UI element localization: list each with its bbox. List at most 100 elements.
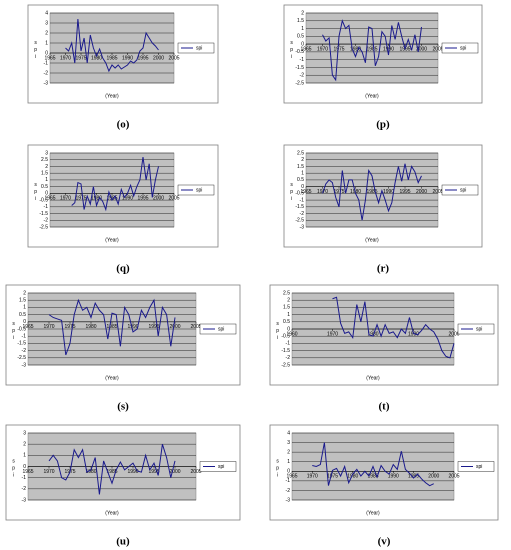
x-axis-label: (Year) (366, 375, 380, 381)
x-tick-label: 2005 (168, 55, 179, 61)
x-tick-label: 1970 (317, 46, 328, 52)
y-tick-label: -1 (300, 57, 305, 63)
x-tick-label: 2005 (432, 189, 443, 195)
x-tick-label: 1985 (106, 469, 117, 475)
x-axis-label: (Year) (105, 375, 119, 381)
y-tick-label: -2.5 (281, 362, 290, 368)
y-tick-label: -1 (44, 60, 49, 66)
legend-box (441, 42, 479, 54)
x-tick-label: 1980 (350, 46, 361, 52)
legend-label: spi (196, 187, 202, 193)
y-tick-label: 3 (23, 430, 26, 436)
x-tick-label: 1980 (91, 55, 102, 61)
y-axis-label: spi (33, 40, 39, 61)
y-tick-label: 1 (23, 305, 26, 311)
x-tick-label: 1990 (122, 55, 133, 61)
data-line (332, 296, 455, 359)
y-tick-label: 1 (301, 171, 304, 177)
panel-label: (s) (117, 401, 129, 413)
y-tick-label: -1 (44, 204, 49, 210)
y-tick-label: 0.5 (297, 177, 304, 183)
x-tick-label: 1995 (408, 474, 419, 480)
y-tick-label: 0.5 (41, 184, 48, 190)
y-tick-label: 2 (301, 10, 304, 16)
x-tick-label: 1960 (286, 331, 297, 337)
y-tick-label: -2 (22, 348, 27, 354)
y-tick-label: 1.5 (19, 298, 26, 304)
data-line (322, 163, 422, 221)
y-tick-label: -3 (22, 497, 27, 503)
x-axis-label: (Year) (365, 93, 379, 99)
x-tick-label: 1965 (22, 324, 33, 330)
y-tick-label: 0 (45, 191, 48, 197)
x-tick-label: 1980 (91, 196, 102, 202)
legend-box (177, 42, 215, 54)
x-tick-label: 1965 (286, 474, 297, 480)
x-tick-label: 1985 (366, 189, 377, 195)
y-tick-label: 2 (45, 30, 48, 36)
y-tick-label: 1 (287, 312, 290, 318)
y-tick-label: 0.5 (19, 312, 26, 318)
x-tick-label: 1970 (327, 331, 338, 337)
x-tick-label: 1995 (148, 469, 159, 475)
y-tick-label: 1.5 (41, 171, 48, 177)
legend-box (199, 461, 237, 472)
y-tick-label: -1.5 (39, 211, 48, 217)
data-line (65, 18, 159, 73)
y-tick-label: 2 (23, 290, 26, 296)
x-tick-label: 2000 (169, 469, 180, 475)
x-tick-label: 1965 (300, 189, 311, 195)
y-tick-label: -2.5 (295, 80, 304, 86)
x-tick-label: 1985 (367, 474, 378, 480)
plot-area (49, 152, 175, 228)
legend-box (177, 184, 215, 196)
y-tick-label: -2 (286, 488, 291, 494)
plot-area (49, 12, 175, 84)
y-tick-label: 0 (287, 469, 290, 475)
y-tick-label: -1.5 (295, 204, 304, 210)
y-axis-label: spi (33, 182, 39, 203)
y-tick-label: 2 (23, 441, 26, 447)
x-tick-label: 1975 (333, 46, 344, 52)
legend-box (199, 323, 237, 335)
y-tick-label: 0 (45, 50, 48, 56)
x-tick-label: 1965 (44, 196, 55, 202)
y-axis-label: spi (11, 459, 17, 480)
x-tick-label: 1965 (44, 55, 55, 61)
panel-label: (q) (116, 263, 130, 275)
legend-box (457, 323, 495, 335)
y-tick-label: 0 (301, 41, 304, 47)
x-tick-label: 1990 (408, 331, 419, 337)
data-line (48, 298, 176, 356)
x-tick-label: 1990 (127, 324, 138, 330)
y-tick-label: -1 (286, 341, 291, 347)
y-tick-label: -3 (44, 80, 49, 86)
y-tick-label: -1 (22, 475, 27, 481)
x-tick-label: 2000 (153, 196, 164, 202)
x-tick-label: 1970 (43, 324, 54, 330)
data-line (322, 19, 422, 82)
panel-label: (v) (378, 536, 391, 548)
x-tick-label: 1985 (106, 196, 117, 202)
y-tick-label: -1 (22, 334, 27, 340)
y-tick-label: 3 (45, 150, 48, 156)
legend-box (441, 184, 479, 196)
plot-area (305, 12, 439, 84)
y-tick-label: -1.5 (295, 65, 304, 71)
y-tick-label: 2 (45, 164, 48, 170)
x-tick-label: 1975 (327, 474, 338, 480)
panel-label: (t) (379, 401, 390, 413)
y-tick-label: 2 (287, 449, 290, 455)
x-tick-label: 2005 (190, 324, 201, 330)
y-tick-label: -3 (286, 497, 291, 503)
y-tick-label: 1 (23, 453, 26, 459)
y-tick-label: -2.5 (17, 355, 26, 361)
y-tick-label: 1 (45, 177, 48, 183)
legend-label: spi (476, 464, 482, 470)
plot-area (305, 152, 439, 228)
x-tick-label: 1980 (85, 324, 96, 330)
y-tick-label: -1.5 (281, 348, 290, 354)
y-axis-label: spi (11, 321, 17, 342)
x-tick-label: 2000 (448, 331, 459, 337)
